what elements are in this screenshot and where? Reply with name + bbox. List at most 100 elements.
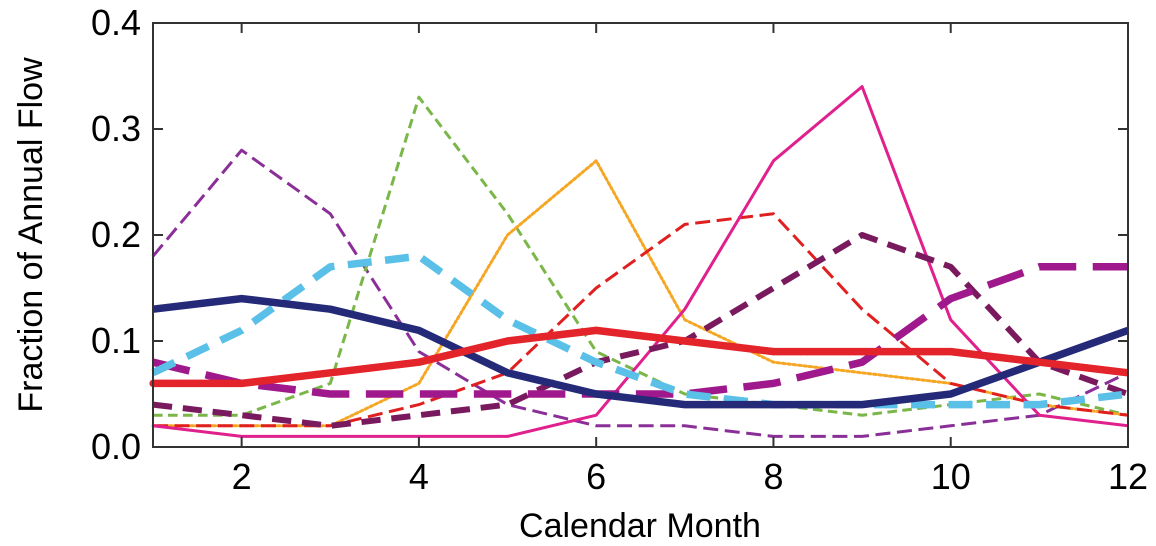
series-marker [1049,360,1057,368]
series-marker [913,348,921,356]
series-marker [176,379,184,387]
series-marker [483,342,491,350]
series-marker [892,348,900,356]
series-marker [217,379,225,387]
series-marker [1035,358,1043,366]
series-marker [933,348,941,356]
series-marker [1076,363,1084,371]
series-marker [872,348,880,356]
series-marker [231,379,239,387]
series-marker [749,345,757,353]
series-marker [156,379,164,387]
series-marker [640,332,648,340]
series-marker [285,374,293,382]
series-marker [224,379,232,387]
series-marker [1069,362,1078,370]
series-marker [428,355,437,363]
series-marker [865,348,873,356]
y-tick-label: 0.1 [91,320,141,361]
x-tick-label: 2 [232,456,252,497]
series-marker [919,348,928,356]
series-line-1 [151,148,1129,438]
series-marker [735,343,744,352]
series-marker [333,368,341,376]
series-marker [667,335,675,343]
series-marker [238,379,246,387]
series-marker [803,348,812,356]
series-marker [1083,364,1091,372]
series-marker [633,331,641,339]
series-marker [953,348,962,356]
series-marker [197,379,205,387]
series-marker [940,348,948,356]
series-marker [306,371,314,379]
series-marker [551,331,559,339]
series-marker [497,339,505,347]
series-marker [708,340,716,348]
x-tick-label: 12 [1108,456,1148,497]
y-axis-title: Fraction of Annual Flow [12,57,50,413]
series-marker [974,351,982,359]
series-marker [817,348,825,356]
series-marker [694,339,703,347]
series-marker [1015,356,1023,364]
x-tick-label: 10 [931,456,971,497]
series-marker [790,348,798,356]
series-marker [885,348,894,356]
series-marker [469,345,478,353]
series-marker [824,348,832,356]
series-marker [906,348,914,356]
series-marker [381,362,389,370]
series-marker [715,341,723,349]
series-marker [374,363,382,371]
series-marker [783,348,791,356]
series-marker [544,332,553,340]
series-marker [258,377,266,385]
series-marker [190,379,198,387]
series-marker [878,348,887,356]
series-line-8 [151,252,1129,409]
y-tick-label: 0.3 [91,108,141,149]
series-marker [517,335,525,343]
series-marker [988,352,996,361]
series-marker [769,348,778,356]
series-marker [1028,357,1037,365]
series-line-2 [153,95,1129,417]
series-marker [169,379,178,387]
series-marker [408,359,416,367]
series-marker [388,361,396,370]
series-marker [1103,366,1112,374]
series-marker [844,348,853,356]
y-tick-label: 0.2 [91,214,141,255]
series-marker [313,370,321,378]
series-lines [149,85,1130,438]
series-marker [1117,368,1125,376]
series-marker [756,346,764,354]
x-axis: 2 4 6 8 10 12 [232,23,1148,497]
series-marker [619,330,628,338]
series-marker [742,344,750,352]
series-marker [319,370,328,378]
series-marker [442,352,450,360]
x-tick-label: 8 [763,456,783,497]
series-marker [613,329,621,337]
series-marker [203,379,212,387]
series-marker [347,366,355,374]
series-marker [353,365,362,374]
series-marker [210,379,218,387]
series-marker [722,342,730,350]
series-marker [960,349,969,357]
series-marker [558,330,566,339]
series-marker [251,378,259,386]
series-marker [1090,365,1098,373]
series-marker [1063,361,1071,370]
series-marker [476,343,484,352]
x-tick-label: 4 [409,456,429,497]
series-marker [1022,357,1030,365]
series-marker [851,348,859,356]
series-marker [967,350,975,358]
series-marker [367,364,375,372]
series-marker [647,333,655,341]
series-marker [449,350,457,358]
series-marker [490,340,498,348]
